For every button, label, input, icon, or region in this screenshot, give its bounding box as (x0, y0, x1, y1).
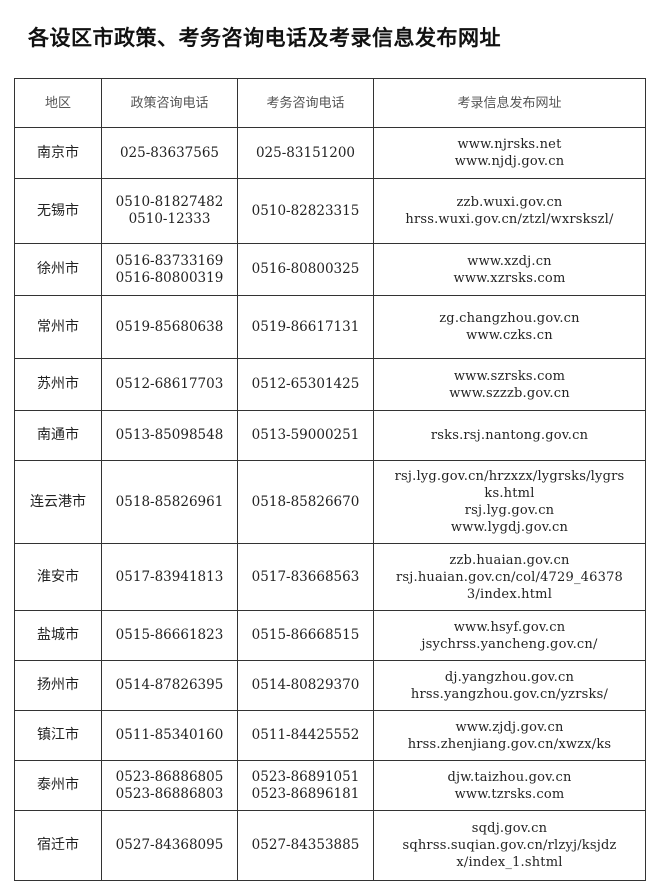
exam-phone-cell: 0515-86668515 (237, 610, 374, 661)
region-cell: 徐州市 (14, 243, 102, 296)
contact-table: 地区 政策咨询电话 考务咨询电话 考录信息发布网址 南京市 025-8363756… (14, 78, 646, 881)
website-cell: rsks.rsj.nantong.gov.cn (373, 410, 646, 461)
table-row: 扬州市 0514-87826395 0514-80829370 dj.yangzhou… (14, 660, 646, 711)
table-row: 苏州市 0512-68617703 0512-65301425 www.szrsks.… (14, 358, 646, 411)
policy-phone-cell: 0523-86886805 0523-86886803 (101, 760, 238, 811)
exam-phone-cell: 0519-86617131 (237, 295, 374, 359)
website-cell: zzb.huaian.gov.cn rsj.huaian.gov.cn/col/… (373, 543, 646, 611)
region-cell: 常州市 (14, 295, 102, 359)
header-exam-phone: 考务咨询电话 (237, 78, 374, 128)
exam-phone-cell: 025-83151200 (237, 127, 374, 179)
table-row: 徐州市 0516-83733169 0516-80800319 0516-80800… (14, 243, 646, 296)
website-cell: sqdj.gov.cn sqhrss.suqian.gov.cn/rlzyj/k… (373, 810, 646, 881)
website-cell: zg.changzhou.gov.cn www.czks.cn (373, 295, 646, 359)
policy-phone-cell: 025-83637565 (101, 127, 238, 179)
website-cell: www.xzdj.cn www.xzrsks.com (373, 243, 646, 296)
table-row: 南京市 025-83637565 025-83151200 www.njrsks.ne… (14, 127, 646, 179)
region-cell: 泰州市 (14, 760, 102, 811)
table-row: 淮安市 0517-83941813 0517-83668563 zzb.huaian.… (14, 543, 646, 611)
exam-phone-cell: 0523-86891051 0523-86896181 (237, 760, 374, 811)
policy-phone-cell: 0515-86661823 (101, 610, 238, 661)
policy-phone-cell: 0514-87826395 (101, 660, 238, 711)
policy-phone-cell: 0518-85826961 (101, 460, 238, 544)
policy-phone-cell: 0519-85680638 (101, 295, 238, 359)
table-row: 无锡市 0510-81827482 0510-12333 0510-82823315… (14, 178, 646, 244)
region-cell: 淮安市 (14, 543, 102, 611)
website-cell: rsj.lyg.gov.cn/hrzxzx/lygrsks/lygrs ks.h… (373, 460, 646, 544)
website-cell: www.njrsks.net www.njdj.gov.cn (373, 127, 646, 179)
table-row: 盐城市 0515-86661823 0515-86668515 www.hsyf.go… (14, 610, 646, 661)
region-cell: 苏州市 (14, 358, 102, 411)
exam-phone-cell: 0513-59000251 (237, 410, 374, 461)
policy-phone-cell: 0512-68617703 (101, 358, 238, 411)
region-cell: 扬州市 (14, 660, 102, 711)
region-cell: 连云港市 (14, 460, 102, 544)
table-row: 南通市 0513-85098548 0513-59000251 rsks.rsj.na… (14, 410, 646, 461)
table-row: 镇江市 0511-85340160 0511-84425552 www.zjdj.go… (14, 710, 646, 761)
region-cell: 盐城市 (14, 610, 102, 661)
website-cell: djw.taizhou.gov.cn www.tzrsks.com (373, 760, 646, 811)
table-header-row: 地区 政策咨询电话 考务咨询电话 考录信息发布网址 (14, 78, 646, 128)
policy-phone-cell: 0510-81827482 0510-12333 (101, 178, 238, 244)
policy-phone-cell: 0517-83941813 (101, 543, 238, 611)
exam-phone-cell: 0518-85826670 (237, 460, 374, 544)
policy-phone-cell: 0511-85340160 (101, 710, 238, 761)
header-policy-phone: 政策咨询电话 (101, 78, 238, 128)
policy-phone-cell: 0513-85098548 (101, 410, 238, 461)
policy-phone-cell: 0527-84368095 (101, 810, 238, 881)
exam-phone-cell: 0527-84353885 (237, 810, 374, 881)
website-cell: www.zjdj.gov.cn hrss.zhenjiang.gov.cn/xw… (373, 710, 646, 761)
header-website: 考录信息发布网址 (373, 78, 646, 128)
page-title: 各设区市政策、考务咨询电话及考录信息发布网址 (28, 26, 501, 50)
table-row: 常州市 0519-85680638 0519-86617131 zg.changzho… (14, 295, 646, 359)
exam-phone-cell: 0511-84425552 (237, 710, 374, 761)
table-row: 宿迁市 0527-84368095 0527-84353885 sqdj.gov.cn… (14, 810, 646, 881)
region-cell: 无锡市 (14, 178, 102, 244)
website-cell: zzb.wuxi.gov.cn hrss.wuxi.gov.cn/ztzl/wx… (373, 178, 646, 244)
region-cell: 南京市 (14, 127, 102, 179)
table-row: 泰州市 0523-86886805 0523-86886803 0523-86891… (14, 760, 646, 811)
region-cell: 宿迁市 (14, 810, 102, 881)
website-cell: www.szrsks.com www.szzzb.gov.cn (373, 358, 646, 411)
policy-phone-cell: 0516-83733169 0516-80800319 (101, 243, 238, 296)
region-cell: 南通市 (14, 410, 102, 461)
region-cell: 镇江市 (14, 710, 102, 761)
website-cell: dj.yangzhou.gov.cn hrss.yangzhou.gov.cn/… (373, 660, 646, 711)
exam-phone-cell: 0514-80829370 (237, 660, 374, 711)
header-region: 地区 (14, 78, 102, 128)
website-cell: www.hsyf.gov.cn jsychrss.yancheng.gov.cn… (373, 610, 646, 661)
exam-phone-cell: 0516-80800325 (237, 243, 374, 296)
exam-phone-cell: 0510-82823315 (237, 178, 374, 244)
exam-phone-cell: 0517-83668563 (237, 543, 374, 611)
table-row: 连云港市 0518-85826961 0518-85826670 rsj.lyg.go… (14, 460, 646, 544)
exam-phone-cell: 0512-65301425 (237, 358, 374, 411)
